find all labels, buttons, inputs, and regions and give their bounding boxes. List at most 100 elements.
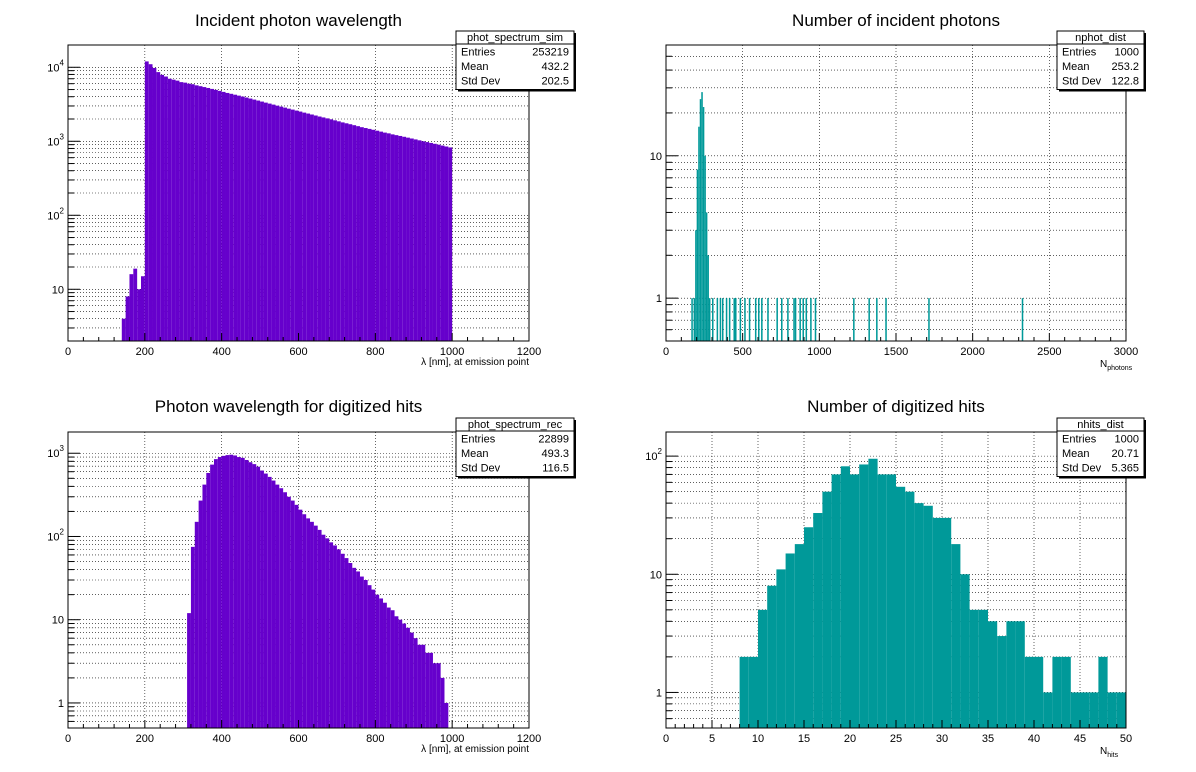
- histogram-bar: [329, 542, 334, 728]
- x-tick-label: 1500: [884, 346, 908, 358]
- x-tick-label: 400: [212, 733, 230, 745]
- histogram-bar: [229, 454, 234, 728]
- histogram-bar: [868, 298, 870, 341]
- y-tick-base: 1: [656, 687, 662, 699]
- histogram-bar: [229, 93, 234, 342]
- histogram-bar: [321, 117, 326, 341]
- histogram-bar: [279, 106, 284, 341]
- x-tick-label: 500: [733, 346, 751, 358]
- stats-value-std-dev: 202.5: [541, 76, 569, 88]
- histogram-bar: [225, 92, 230, 341]
- histogram-bar: [352, 125, 357, 342]
- histogram-bar: [814, 298, 817, 341]
- histogram-bar: [951, 544, 961, 728]
- histogram-bar: [206, 87, 211, 341]
- histogram-bar: [298, 111, 303, 342]
- histogram-bar: [167, 78, 172, 342]
- stats-value-entries: 1000: [1115, 434, 1139, 446]
- histogram-bar: [294, 110, 299, 341]
- histogram-bar: [781, 298, 783, 341]
- histogram-bar: [344, 123, 349, 341]
- histogram-bar: [1024, 656, 1034, 728]
- histogram-bar: [748, 656, 758, 728]
- histogram-bar: [444, 702, 449, 728]
- histogram-bar: [1034, 656, 1044, 728]
- x-axis: 0 200 400 600 800 1000 1200: [65, 333, 541, 358]
- y-tick-base: 1: [58, 698, 64, 710]
- histogram-bar: [402, 136, 407, 341]
- histogram-bar: [317, 116, 322, 341]
- histogram-bar: [348, 124, 353, 342]
- histogram-bar: [379, 131, 384, 341]
- histogram-bar: [436, 144, 441, 341]
- stats-value-entries: 253219: [532, 47, 569, 59]
- histogram-bar: [1098, 656, 1108, 728]
- histogram-bar: [333, 545, 337, 728]
- histogram-bar: [183, 82, 188, 342]
- histogram-bar: [187, 83, 191, 341]
- histogram-bar: [440, 145, 445, 341]
- y-tick-label: 10: [650, 569, 662, 581]
- chart-title: Photon wavelength for digitized hits: [155, 397, 422, 416]
- histogram-bar: [696, 169, 699, 341]
- stats-box-frame: [455, 417, 575, 477]
- histogram-bar: [1043, 692, 1053, 728]
- histogram-bar: [805, 298, 808, 341]
- stats-box-frame: [1056, 417, 1145, 477]
- histogram-bar: [256, 100, 261, 341]
- histogram-bars: [739, 458, 1126, 728]
- histogram-bar: [402, 623, 407, 728]
- histogram-bar: [244, 97, 249, 341]
- histogram-bar: [310, 521, 314, 728]
- stats-box: phot_spectrum_sim Entries 253219 Mean 432.2 S…: [455, 30, 576, 92]
- x-tick-label: 50: [1120, 733, 1132, 745]
- histogram-bar: [776, 569, 786, 728]
- histogram-bar: [802, 298, 804, 341]
- histogram-bar: [202, 87, 207, 342]
- histogram-bar: [432, 143, 437, 341]
- histogram-bar: [708, 298, 711, 341]
- histogram-bar: [164, 76, 168, 342]
- histogram-bars: [121, 61, 453, 342]
- histogram-bar: [886, 474, 896, 728]
- histogram-bar: [942, 517, 952, 728]
- histogram-bar: [252, 464, 257, 728]
- x-axis-label-sub: photons: [1107, 365, 1132, 372]
- histogram-bar: [409, 632, 414, 728]
- y-tick-base: 1: [656, 293, 662, 305]
- stats-box-name: phot_spectrum_sim: [467, 32, 563, 44]
- stats-box: nhits_dist Entries 1000 Mean 20.71 Std Dev 5.3…: [1056, 417, 1146, 479]
- histogram-bar: [283, 492, 287, 728]
- histogram-bar: [213, 89, 218, 342]
- y-tick-label: 10: [52, 284, 64, 296]
- x-tick-label: 0: [65, 733, 71, 745]
- histogram-bar: [383, 602, 387, 728]
- histogram-bar: [417, 644, 422, 728]
- histogram-bar: [928, 298, 930, 341]
- histogram-bar: [306, 518, 311, 728]
- stats-box-frame: [1056, 30, 1145, 90]
- x-tick-label: 10: [752, 733, 764, 745]
- histogram-bar: [914, 503, 924, 728]
- histogram-bar: [194, 521, 199, 728]
- x-tick-label: 1200: [517, 346, 541, 358]
- stats-label-std-dev: Std Dev: [461, 76, 501, 88]
- y-tick-base: 10: [47, 531, 59, 543]
- y-tick-label: 10: [650, 151, 662, 163]
- histogram-bar: [739, 656, 749, 728]
- histogram-bar: [394, 135, 399, 341]
- y-tick-exponent: 2: [658, 447, 663, 456]
- histogram-bar: [363, 128, 368, 341]
- histogram-bar: [398, 619, 403, 728]
- y-tick-base: 10: [650, 151, 662, 163]
- chart-panel-nphot_dist: 0 500 1000 1500 2000 2500 3000Nphotons110Numbe…: [650, 11, 1146, 372]
- histogram-bar: [704, 155, 706, 341]
- histogram-bar: [386, 607, 391, 728]
- histogram-bar: [379, 598, 384, 728]
- histogram-bar: [409, 138, 414, 341]
- stats-value-mean: 253.2: [1111, 61, 1139, 73]
- chart-title: Number of incident photons: [792, 11, 1000, 30]
- histogram-bar: [371, 129, 376, 341]
